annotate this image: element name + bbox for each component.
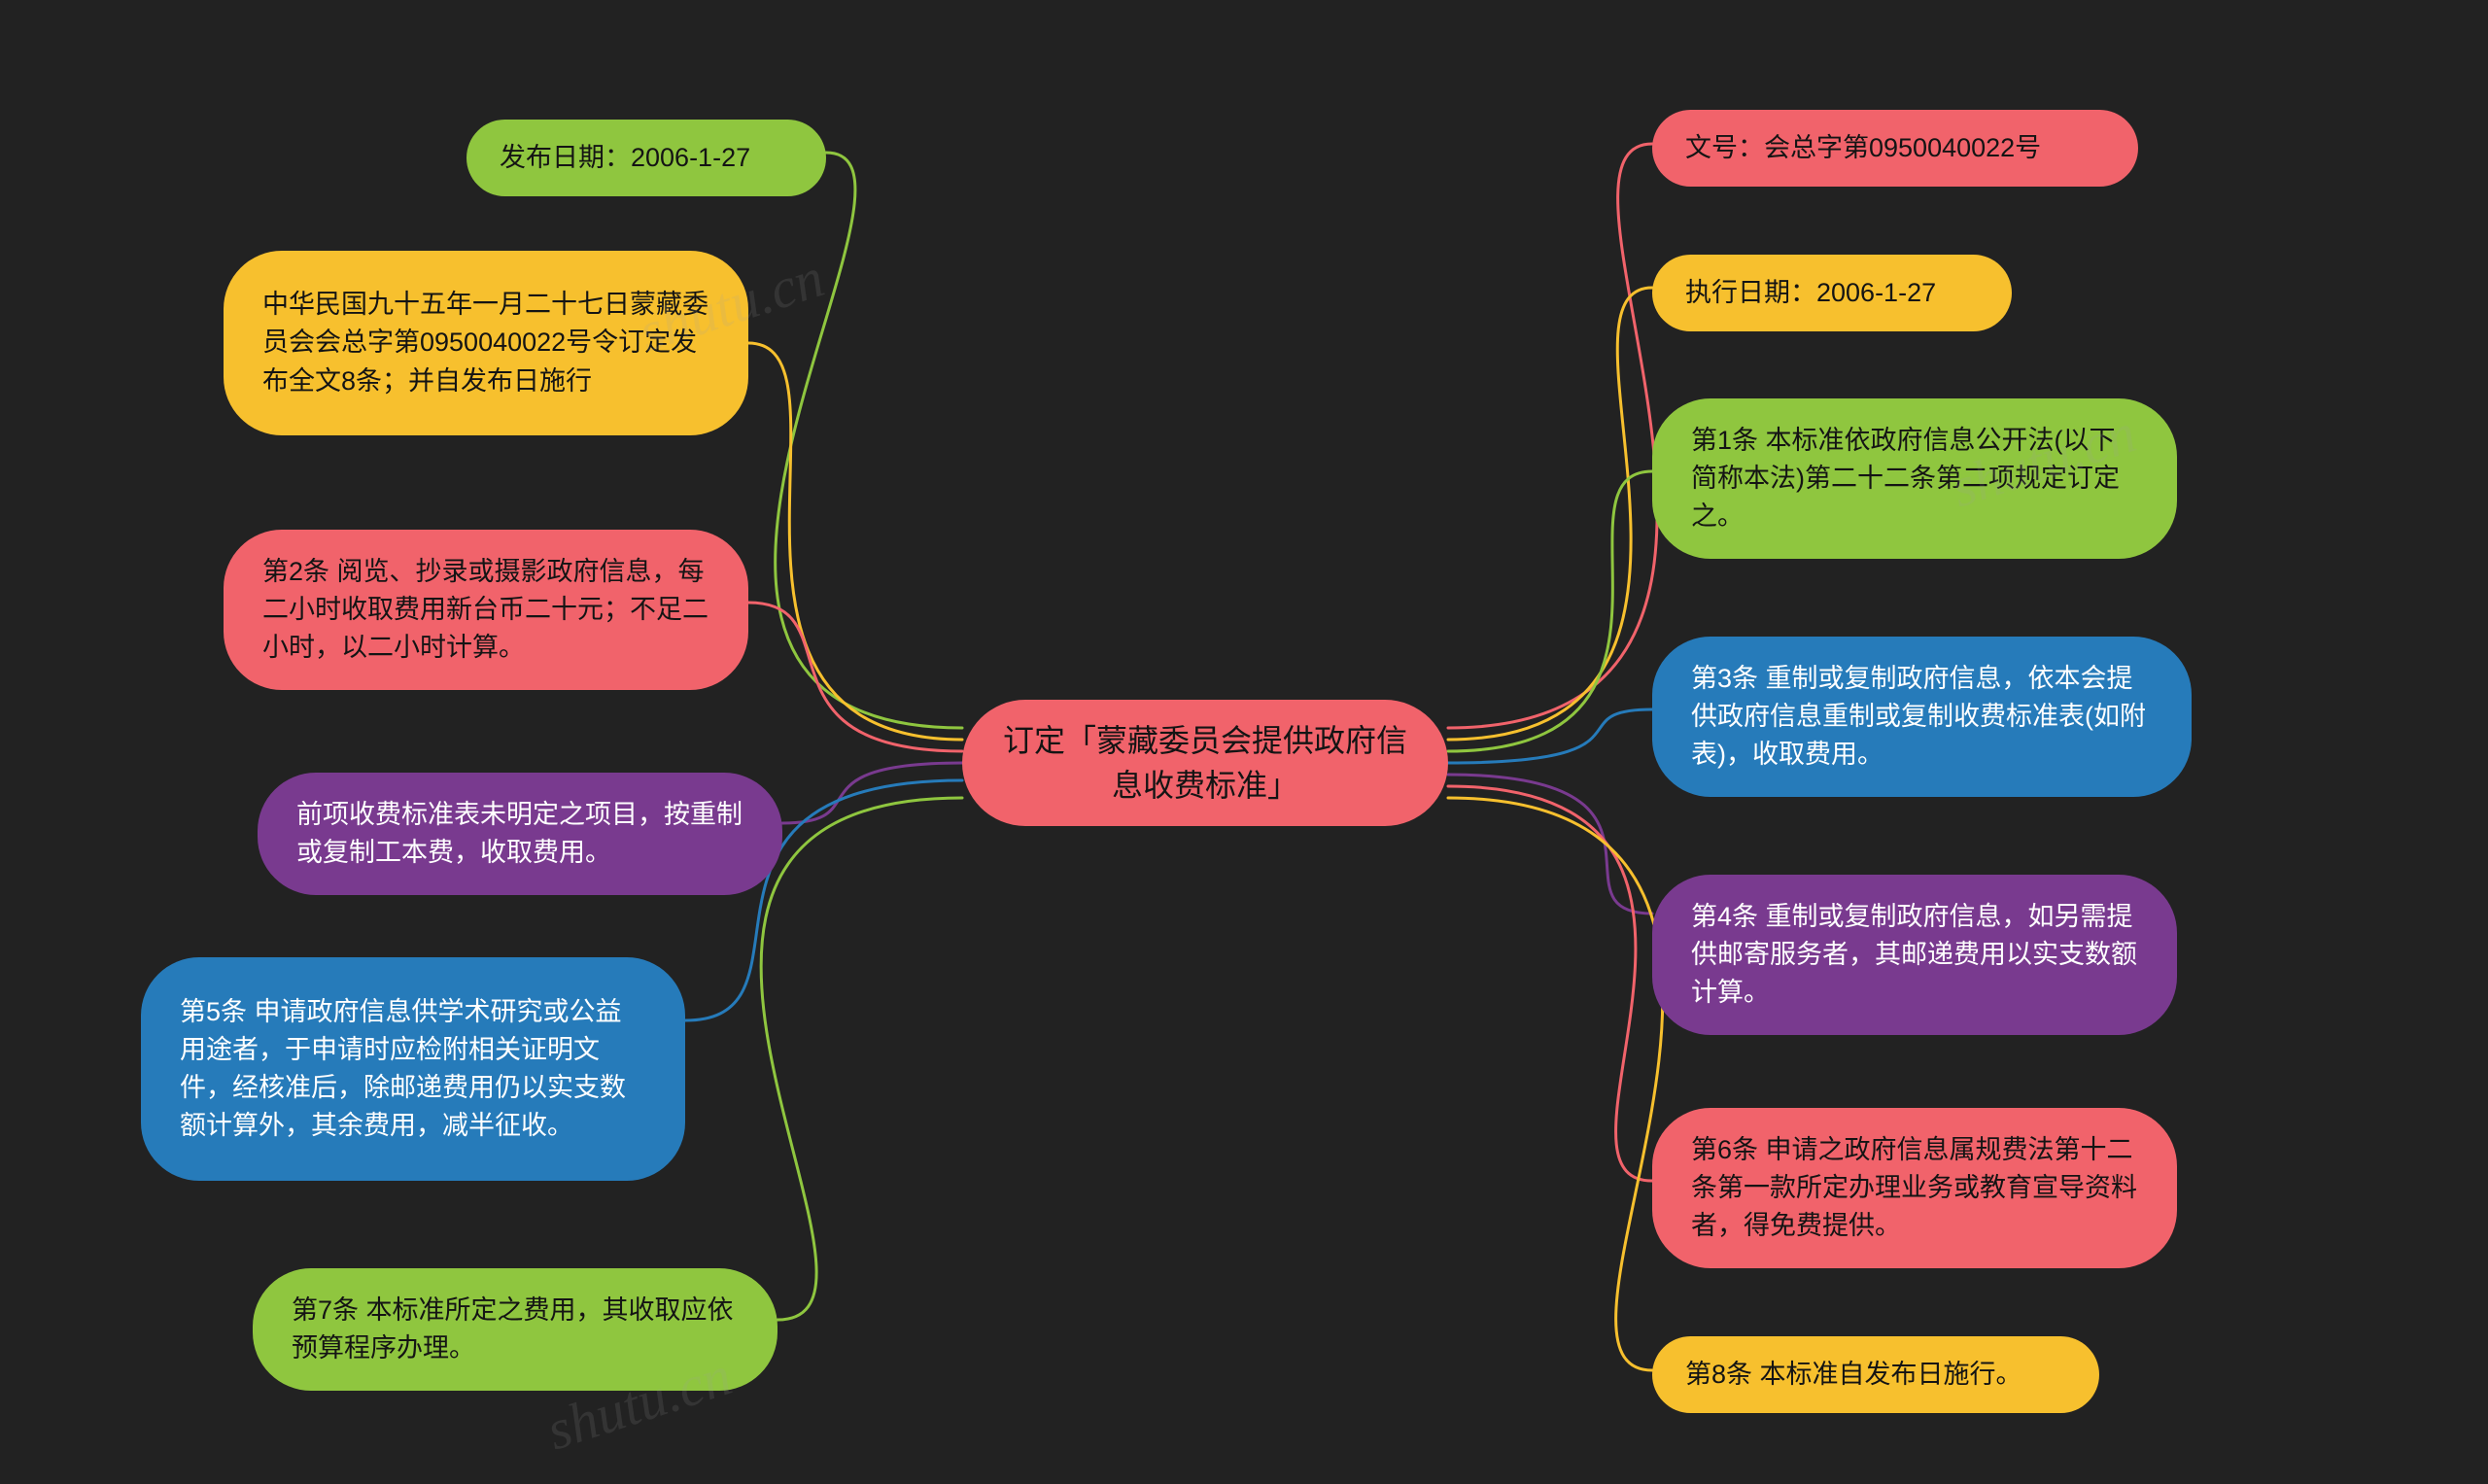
- branch-node-r7: 第8条 本标准自发布日施行。: [1652, 1336, 2099, 1413]
- branch-node-l6: 第7条 本标准所定之费用，其收取应依预算程序办理。: [253, 1268, 778, 1391]
- branch-node-l1: 发布日期：2006-1-27: [466, 120, 826, 196]
- branch-node-l5: 第5条 申请政府信息供学术研究或公益用途者，于申请时应检附相关证明文件，经核准后…: [141, 957, 685, 1181]
- branch-node-l3: 第2条 阅览、抄录或摄影政府信息，每二小时收取费用新台币二十元；不足二小时，以二…: [224, 530, 748, 690]
- branch-node-r5: 第4条 重制或复制政府信息，如另需提供邮寄服务者，其邮递费用以实支数额计算。: [1652, 875, 2177, 1035]
- branch-node-r4: 第3条 重制或复制政府信息，依本会提供政府信息重制或复制收费标准表(如附表)，收…: [1652, 637, 2192, 797]
- mindmap-canvas: 订定「蒙藏委员会提供政府信息收费标准」 发布日期：2006-1-27 中华民国九十…: [0, 0, 2488, 1484]
- branch-node-l4: 前项收费标准表未明定之项目，按重制或复制工本费，收取费用。: [258, 773, 782, 895]
- branch-node-r2: 执行日期：2006-1-27: [1652, 255, 2012, 331]
- branch-node-r3: 第1条 本标准依政府信息公开法(以下简称本法)第二十二条第二项规定订定之。: [1652, 398, 2177, 559]
- branch-node-l2: 中华民国九十五年一月二十七日蒙藏委员会会总字第0950040022号令订定发布全…: [224, 251, 748, 435]
- branch-node-r6: 第6条 申请之政府信息属规费法第十二条第一款所定办理业务或教育宣导资料者，得免费…: [1652, 1108, 2177, 1268]
- center-node: 订定「蒙藏委员会提供政府信息收费标准」: [962, 700, 1448, 826]
- branch-node-r1: 文号：会总字第0950040022号: [1652, 110, 2138, 187]
